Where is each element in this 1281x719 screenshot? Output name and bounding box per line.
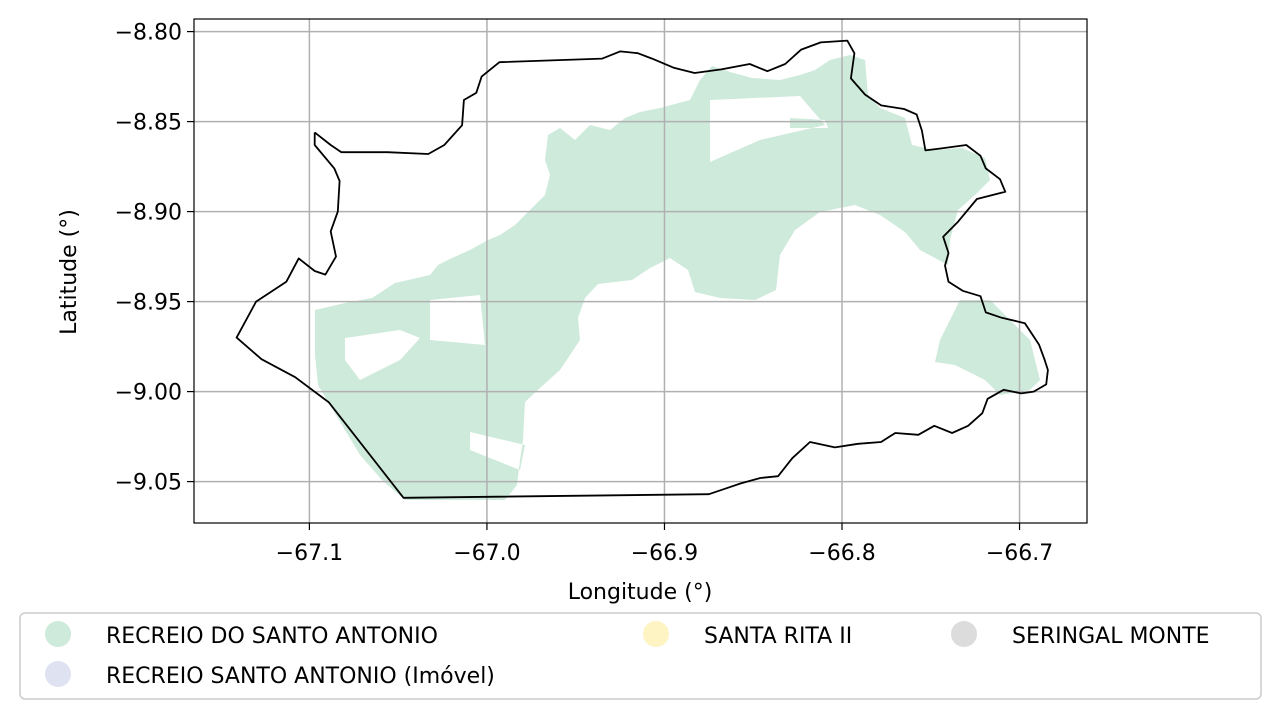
x-tick-label: −67.1 — [276, 541, 343, 566]
axes-frame — [193, 18, 1088, 524]
legend-label-recreio-santo-antonio-imovel: RECREIO SANTO ANTONIO (Imóvel) — [106, 664, 495, 689]
y-axis-label: Latitude (°) — [57, 209, 82, 335]
y-tick-label: −8.90 — [115, 201, 182, 226]
y-tick-label: −9.00 — [115, 381, 182, 406]
legend-box — [19, 612, 1262, 700]
x-tick-label: −66.7 — [986, 541, 1053, 566]
y-tick-label: −8.95 — [115, 291, 182, 316]
legend-label-seringal-monte: SERINGAL MONTE — [1012, 624, 1210, 649]
y-tick-label: −9.05 — [115, 471, 182, 496]
x-axis-label: Longitude (°) — [568, 580, 713, 605]
legend-label-santa-rita-ii: SANTA RITA II — [704, 624, 852, 649]
legend: RECREIO DO SANTO ANTONIO RECREIO SANTO A… — [19, 612, 1262, 700]
legend-marker-recreio-santo-antonio-imovel — [45, 661, 71, 687]
legend-marker-seringal-monte — [951, 621, 977, 647]
map-area-layer — [315, 55, 1040, 500]
y-axis-ticks: −8.80 −8.85 −8.90 −8.95 −9.00 −9.05 — [115, 21, 194, 496]
legend-label-recreio-do-santo-antonio: RECREIO DO SANTO ANTONIO — [106, 624, 438, 649]
x-tick-label: −66.9 — [631, 541, 698, 566]
y-tick-label: −8.85 — [115, 111, 182, 136]
area-recreio-do-santo-antonio — [315, 55, 1040, 500]
legend-marker-recreio-do-santo-antonio — [45, 621, 71, 647]
y-tick-label: −8.80 — [115, 21, 182, 46]
property-boundary — [235, 39, 1049, 499]
legend-marker-santa-rita-ii — [643, 621, 669, 647]
x-tick-label: −67.0 — [453, 541, 520, 566]
x-axis-ticks: −67.1 −67.0 −66.9 −66.8 −66.7 — [276, 523, 1053, 566]
map-grid — [194, 19, 1087, 523]
x-tick-label: −66.8 — [808, 541, 875, 566]
